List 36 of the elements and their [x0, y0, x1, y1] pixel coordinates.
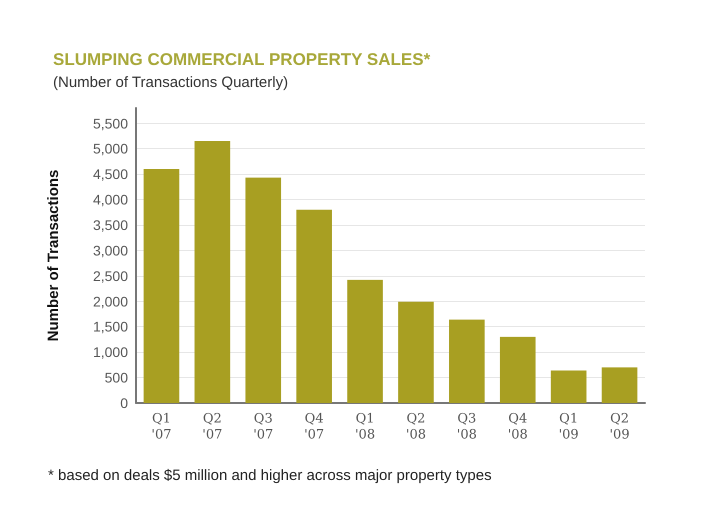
- x-tick-label: Q3 '07: [253, 412, 274, 442]
- bar: [194, 141, 230, 403]
- y-tick-label: 1,500: [92, 318, 128, 335]
- bar: [144, 169, 180, 403]
- x-tick-label: Q4 '07: [304, 412, 324, 442]
- y-axis-title: Number of Transactions: [45, 170, 62, 342]
- x-tick-label: Q2 '08: [406, 412, 426, 442]
- x-tick-label: Q2 '07: [202, 412, 222, 442]
- y-tick-label: 3,500: [92, 216, 128, 233]
- y-tick-label: 0: [120, 395, 128, 411]
- y-tick-label: 4,500: [92, 166, 128, 182]
- y-tick-label: 5,000: [92, 140, 128, 157]
- y-tick-label: 500: [104, 370, 128, 386]
- x-tick-label: Q2 '09: [609, 412, 630, 442]
- y-tick-label: 3,000: [92, 242, 128, 258]
- chart-subtitle: (Number of Transactions Quarterly): [53, 74, 288, 91]
- bar: [398, 302, 434, 403]
- y-tick-label: 5,500: [92, 115, 128, 132]
- x-tick-label: Q3 '08: [456, 412, 477, 442]
- x-tick-label: Q1 '07: [151, 412, 172, 442]
- x-tick-label: Q1 '09: [558, 412, 579, 442]
- y-tick-label: 2,500: [92, 268, 128, 284]
- chart-title: SLUMPING COMMERCIAL PROPERTY SALES*: [53, 50, 431, 69]
- y-tick-label: 1,000: [92, 344, 128, 360]
- bar: [296, 210, 332, 403]
- x-tick-label: Q1 '08: [354, 412, 376, 442]
- text: * based on deals $5 million and higher across major property types: [48, 467, 492, 484]
- bar: [245, 178, 282, 403]
- x-tick-label: Q4 '08: [508, 412, 528, 442]
- bar: [550, 370, 586, 403]
- bar: [500, 336, 536, 403]
- y-tick-label: 4,000: [92, 192, 128, 208]
- bar: [449, 320, 485, 403]
- bar: [347, 280, 383, 403]
- y-tick-label: 2,000: [92, 293, 128, 310]
- bar: [602, 367, 638, 403]
